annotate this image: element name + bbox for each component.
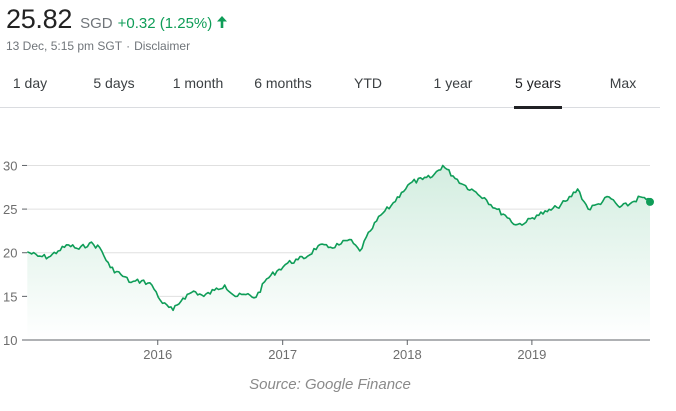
tab-5-years[interactable]: 5 years xyxy=(515,75,561,91)
tab-1-year[interactable]: 1 year xyxy=(433,75,473,91)
disclaimer-link[interactable]: Disclaimer xyxy=(134,39,191,53)
y-tick-label: 25 xyxy=(3,202,17,217)
quote-timestamp: 13 Dec, 5:15 pm SGT xyxy=(6,39,123,53)
tab-ytd[interactable]: YTD xyxy=(354,75,382,91)
y-tick-label: 10 xyxy=(3,333,17,348)
price-change: +0.32 (1.25%) xyxy=(117,15,213,32)
price-line xyxy=(27,164,651,312)
active-tab-indicator xyxy=(514,106,562,109)
x-tick-label: 2018 xyxy=(393,347,422,362)
y-tick-label: 20 xyxy=(3,246,17,261)
price-area-fill xyxy=(27,165,651,340)
separator-dot: · xyxy=(126,39,131,53)
latest-price-marker xyxy=(646,197,654,206)
x-tick-label: 2017 xyxy=(268,347,297,362)
price-chart[interactable]: 10 15 20 25 30 2016 2017 2018 2019 xyxy=(0,112,676,362)
y-axis-ticks: 10 15 20 25 30 xyxy=(3,158,27,348)
time-range-tabs: 1 day 5 days 1 month 6 months YTD 1 year… xyxy=(0,70,660,109)
tab-6-months[interactable]: 6 months xyxy=(254,75,312,91)
quote-header: 25.82 SGD +0.32 (1.25%) xyxy=(6,4,228,34)
y-tick-label: 15 xyxy=(3,289,17,304)
quote-subline: 13 Dec, 5:15 pm SGT · Disclaimer xyxy=(6,39,190,53)
up-arrow-icon xyxy=(217,16,228,28)
source-caption: Source: Google Finance xyxy=(249,376,411,393)
current-price: 25.82 xyxy=(6,4,73,34)
tab-1-day[interactable]: 1 day xyxy=(12,75,48,91)
x-tick-label: 2016 xyxy=(143,347,172,362)
tab-max[interactable]: Max xyxy=(609,75,637,91)
tab-5-days[interactable]: 5 days xyxy=(93,75,135,91)
tab-1-month[interactable]: 1 month xyxy=(172,75,224,91)
currency-code: SGD xyxy=(80,15,113,32)
x-tick-label: 2019 xyxy=(517,347,546,362)
y-tick-label: 30 xyxy=(3,158,17,173)
x-axis-ticks: 2016 2017 2018 2019 xyxy=(143,340,546,362)
